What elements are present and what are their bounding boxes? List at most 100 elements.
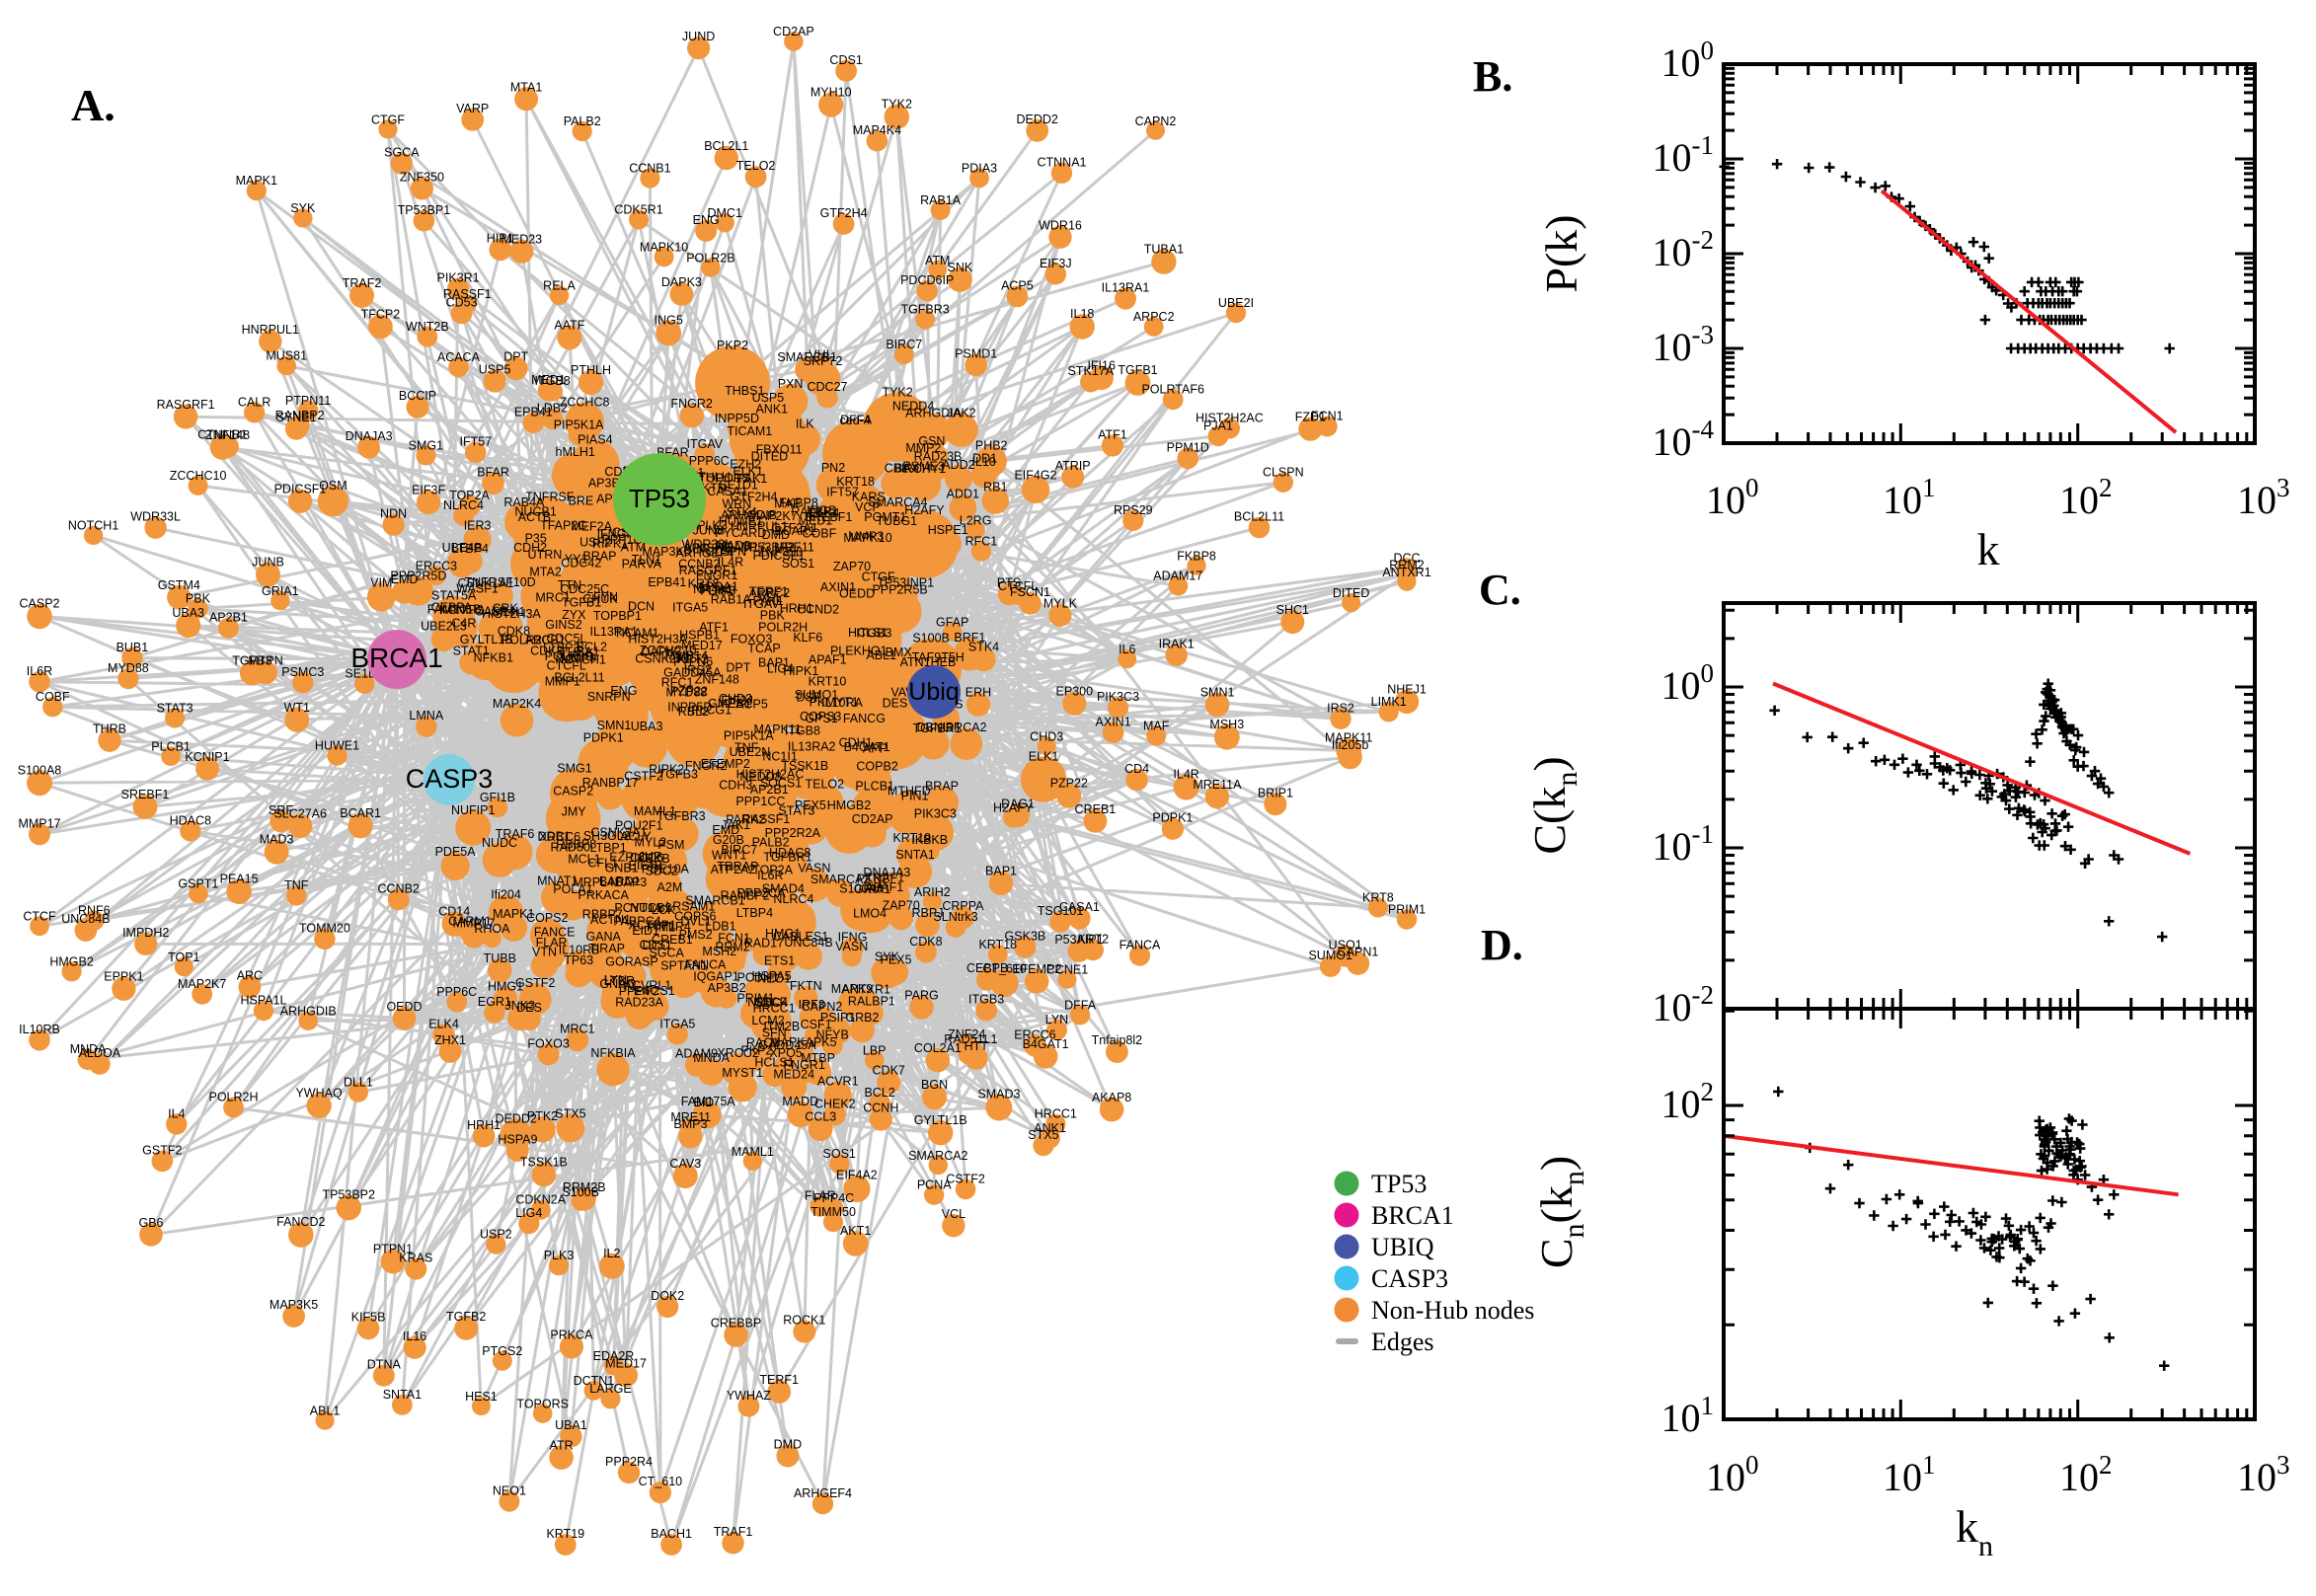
svg-text:Non-Hub nodes: Non-Hub nodes	[1371, 1296, 1534, 1325]
svg-text:DSP: DSP	[796, 690, 821, 704]
svg-text:SMG1: SMG1	[409, 439, 443, 453]
svg-text:FKTN: FKTN	[790, 979, 822, 993]
svg-text:FNGR1: FNGR1	[696, 569, 737, 582]
svg-text:TP63: TP63	[564, 953, 593, 967]
svg-text:RRM2B: RRM2B	[563, 1180, 606, 1194]
svg-text:TOP1: TOP1	[168, 950, 199, 964]
svg-text:PPP4C: PPP4C	[813, 1191, 854, 1205]
svg-text:WNT2B: WNT2B	[406, 320, 449, 334]
svg-text:ACP5: ACP5	[735, 697, 768, 711]
svg-text:USP2: USP2	[480, 1227, 512, 1241]
svg-text:PKMYT1: PKMYT1	[810, 696, 859, 710]
svg-text:MED1: MED1	[799, 514, 833, 528]
svg-text:SUMO1: SUMO1	[1308, 949, 1352, 962]
svg-text:SNK: SNK	[948, 261, 973, 274]
svg-text:IL4R: IL4R	[718, 556, 743, 570]
svg-text:CCNB2: CCNB2	[378, 881, 420, 895]
svg-text:S100A8: S100A8	[18, 763, 62, 777]
svg-text:LIMK1: LIMK1	[1371, 695, 1407, 709]
svg-text:RANBP17: RANBP17	[582, 776, 639, 790]
svg-text:ITM2B: ITM2B	[763, 1020, 800, 1033]
svg-text:ARHGDIB: ARHGDIB	[280, 1004, 337, 1018]
svg-text:CDK7: CDK7	[873, 1064, 905, 1078]
svg-text:PDE5A: PDE5A	[435, 845, 477, 859]
svg-text:FKBP8: FKBP8	[1177, 549, 1216, 563]
svg-text:RAD50: RAD50	[551, 840, 590, 854]
svg-text:IFI16: IFI16	[1087, 359, 1116, 373]
svg-text:CDC5L: CDC5L	[546, 632, 586, 646]
svg-text:COPS3: COPS3	[800, 710, 841, 723]
svg-text:S100B: S100B	[562, 1185, 599, 1199]
svg-text:MTBP: MTBP	[801, 1051, 835, 1065]
svg-text:LYN: LYN	[1045, 1013, 1068, 1026]
svg-text:VIM: VIM	[370, 576, 392, 590]
svg-text:TOPORS: TOPORS	[699, 471, 751, 485]
svg-text:TICAM1: TICAM1	[727, 424, 772, 438]
svg-text:PRIM1: PRIM1	[736, 991, 774, 1005]
svg-text:EIF4A2: EIF4A2	[836, 1169, 878, 1182]
svg-text:KRAS: KRAS	[399, 1252, 432, 1265]
svg-text:PTPN11: PTPN11	[285, 394, 331, 408]
svg-text:UBA3: UBA3	[631, 720, 663, 733]
svg-text:EGR1: EGR1	[478, 995, 511, 1009]
svg-text:PHB2: PHB2	[975, 439, 1008, 453]
svg-text:LCK: LCK	[652, 903, 676, 917]
svg-text:INPP5D: INPP5D	[715, 412, 759, 425]
svg-text:UBE2N: UBE2N	[730, 745, 771, 759]
svg-text:GANA: GANA	[585, 930, 621, 944]
svg-text:STX5: STX5	[1028, 1128, 1058, 1142]
svg-text:PEX5: PEX5	[881, 952, 912, 966]
svg-text:TUBG1: TUBG1	[876, 514, 917, 528]
svg-text:PLEKHO1: PLEKHO1	[830, 645, 888, 658]
svg-text:MYH10: MYH10	[811, 86, 852, 100]
svg-text:PSIP1: PSIP1	[820, 1011, 855, 1025]
svg-text:SNRPN: SNRPN	[587, 690, 631, 704]
svg-text:ENG: ENG	[610, 684, 637, 698]
svg-text:YWHAQ: YWHAQ	[295, 1087, 343, 1101]
svg-text:ARC: ARC	[237, 968, 263, 982]
svg-text:GFI1B: GFI1B	[480, 791, 515, 804]
svg-text:TFAP2C: TFAP2C	[540, 519, 586, 533]
svg-text:EIF3J: EIF3J	[1040, 257, 1072, 270]
svg-text:CFL1: CFL1	[587, 856, 618, 870]
svg-text:TERF1: TERF1	[749, 585, 789, 599]
svg-text:MAF: MAF	[1143, 720, 1170, 733]
svg-text:CAPN2: CAPN2	[802, 1000, 843, 1014]
svg-text:P53AIP1: P53AIP1	[1054, 933, 1103, 947]
svg-text:BID: BID	[693, 1096, 714, 1109]
svg-text:LMNA: LMNA	[409, 709, 443, 722]
svg-text:RIPK1: RIPK1	[592, 537, 628, 551]
svg-text:IRS2: IRS2	[1327, 702, 1354, 716]
svg-text:IL13RA2: IL13RA2	[788, 740, 836, 754]
svg-text:HIST2H2AC: HIST2H2AC	[1196, 411, 1264, 424]
svg-text:FAM101B: FAM101B	[427, 602, 482, 616]
svg-text:CAPN1: CAPN1	[1338, 946, 1379, 959]
svg-text:AP2B1: AP2B1	[750, 783, 789, 797]
svg-text:FLNA: FLNA	[701, 584, 733, 598]
svg-text:SMARCA4: SMARCA4	[868, 495, 927, 509]
svg-text:BRCA2: BRCA2	[946, 721, 987, 734]
svg-text:GINS2: GINS2	[545, 618, 582, 632]
svg-text:KLF6: KLF6	[793, 631, 822, 645]
svg-text:HRCC1: HRCC1	[753, 1001, 796, 1015]
svg-text:HDAC8: HDAC8	[769, 846, 811, 860]
svg-text:DFFA: DFFA	[840, 413, 873, 426]
svg-text:FOXO3: FOXO3	[731, 632, 772, 646]
svg-text:TP53INP1: TP53INP1	[877, 576, 934, 590]
svg-text:MRC1: MRC1	[535, 591, 570, 605]
svg-text:IL4R: IL4R	[1173, 768, 1198, 782]
svg-text:MTHFD: MTHFD	[888, 784, 931, 798]
svg-text:PDIA3: PDIA3	[700, 584, 735, 598]
svg-text:PN2: PN2	[821, 461, 845, 475]
svg-text:PRIM1: PRIM1	[1388, 902, 1426, 916]
svg-text:RASGRF1: RASGRF1	[157, 398, 215, 412]
svg-text:ARPC2: ARPC2	[749, 586, 791, 600]
svg-text:PARK2: PARK2	[726, 812, 765, 826]
svg-text:MAPK9: MAPK9	[831, 982, 873, 996]
svg-text:CD2AP: CD2AP	[852, 812, 893, 826]
svg-text:TAF9T5H: TAF9T5H	[912, 650, 965, 664]
svg-text:DCC: DCC	[643, 939, 669, 952]
svg-text:ALDOA: ALDOA	[79, 1046, 121, 1060]
svg-text:CABLES1: CABLES1	[773, 930, 828, 944]
svg-text:SGCA: SGCA	[384, 146, 420, 160]
